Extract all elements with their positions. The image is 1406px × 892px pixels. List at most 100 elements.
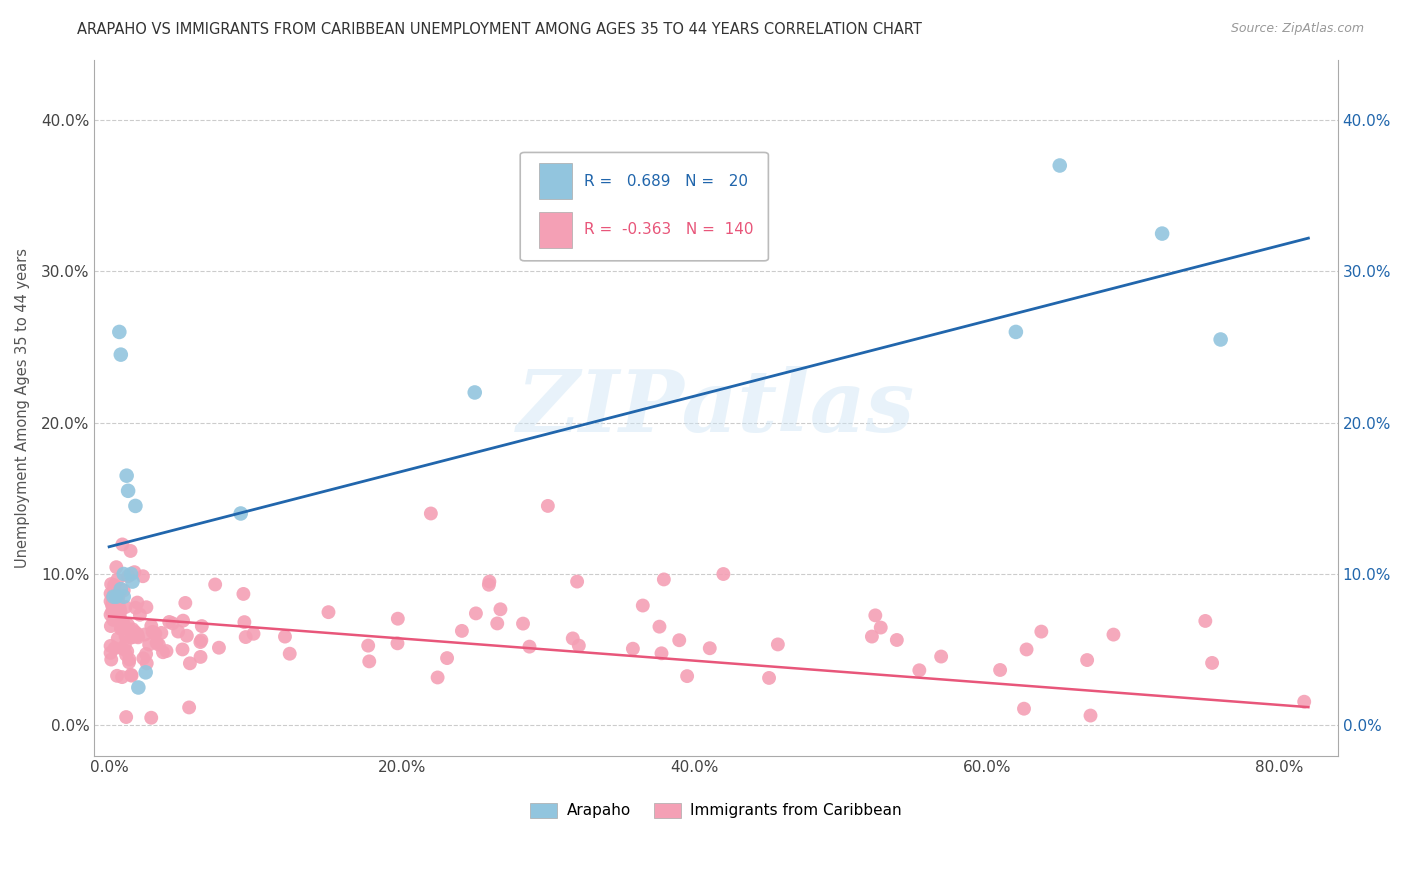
Point	[124, 565, 146, 579]
Point	[1209, 333, 1232, 347]
Point	[107, 596, 129, 610]
Point	[419, 507, 441, 521]
Point	[652, 573, 675, 587]
Point	[135, 647, 157, 661]
Point	[478, 574, 501, 589]
Point	[886, 632, 908, 647]
Point	[100, 586, 122, 600]
Point	[150, 626, 173, 640]
Point	[100, 577, 122, 591]
Point	[148, 638, 170, 652]
Point	[235, 630, 257, 644]
Point	[125, 627, 148, 641]
Point	[908, 663, 931, 677]
Point	[112, 617, 135, 632]
Point	[519, 640, 541, 654]
Point	[120, 631, 142, 645]
Point	[101, 599, 124, 613]
Point	[110, 622, 132, 636]
Point	[134, 627, 156, 641]
Point	[101, 604, 124, 618]
Point	[103, 599, 125, 613]
Point	[278, 647, 301, 661]
Point	[172, 614, 194, 628]
Point	[208, 640, 231, 655]
Point	[120, 668, 142, 682]
Point	[108, 325, 131, 339]
Point	[711, 567, 734, 582]
Point	[568, 639, 591, 653]
Point	[155, 644, 177, 658]
Text: Source: ZipAtlas.com: Source: ZipAtlas.com	[1230, 22, 1364, 36]
Point	[1015, 642, 1038, 657]
Point	[1076, 653, 1098, 667]
Point	[650, 646, 672, 660]
Point	[132, 569, 155, 583]
Point	[152, 645, 174, 659]
Point	[426, 670, 449, 684]
Point	[274, 630, 297, 644]
Point	[1152, 227, 1174, 241]
Point	[357, 639, 380, 653]
Point	[142, 624, 165, 639]
Point	[111, 670, 134, 684]
Point	[929, 649, 952, 664]
Point	[145, 636, 167, 650]
Point	[172, 642, 194, 657]
Point	[125, 629, 148, 643]
Point	[1294, 695, 1316, 709]
Point	[117, 618, 139, 632]
Point	[676, 669, 699, 683]
Point	[204, 577, 226, 591]
Y-axis label: Unemployment Among Ages 35 to 44 years: Unemployment Among Ages 35 to 44 years	[15, 248, 30, 567]
Point	[179, 657, 201, 671]
Point	[869, 621, 891, 635]
Point	[105, 599, 128, 613]
Point	[232, 587, 254, 601]
Point	[565, 574, 588, 589]
Point	[100, 594, 122, 608]
Point	[100, 639, 122, 653]
Point	[135, 600, 157, 615]
Point	[100, 607, 122, 622]
Point	[229, 507, 252, 521]
Text: ZIPatlas: ZIPatlas	[517, 366, 915, 450]
Point	[486, 616, 509, 631]
Point	[107, 632, 129, 646]
Point	[135, 665, 157, 680]
Point	[318, 605, 340, 619]
Point	[115, 644, 138, 658]
Point	[121, 630, 143, 644]
Point	[105, 669, 128, 683]
Point	[127, 627, 149, 641]
Point	[1194, 614, 1216, 628]
Point	[621, 641, 644, 656]
Point	[242, 627, 264, 641]
Point	[117, 483, 139, 498]
Point	[167, 624, 190, 639]
Point	[104, 641, 127, 656]
Point	[112, 567, 135, 582]
Point	[111, 621, 134, 635]
Point	[143, 626, 166, 640]
Point	[103, 585, 125, 599]
Point	[141, 711, 163, 725]
Point	[988, 663, 1011, 677]
Point	[112, 583, 135, 598]
Point	[121, 668, 143, 682]
Point	[107, 591, 129, 605]
Point	[103, 590, 125, 604]
Point	[387, 612, 409, 626]
Point	[111, 537, 134, 551]
Point	[117, 569, 139, 583]
Point	[190, 649, 212, 664]
Point	[699, 641, 721, 656]
Point	[179, 700, 201, 714]
Point	[648, 620, 671, 634]
Point	[103, 613, 125, 627]
Point	[100, 619, 122, 633]
Point	[124, 625, 146, 640]
Point	[1012, 702, 1035, 716]
Point	[537, 499, 560, 513]
Point	[1005, 325, 1028, 339]
